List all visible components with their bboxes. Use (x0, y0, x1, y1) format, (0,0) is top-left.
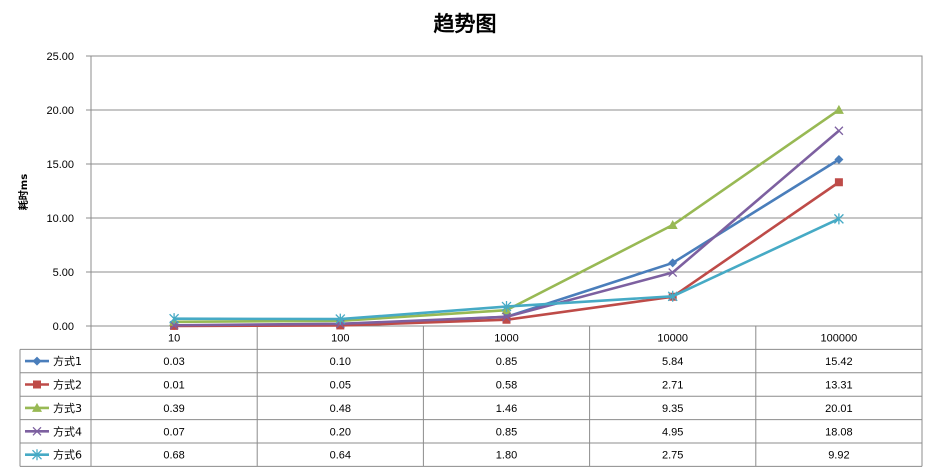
table-cell-value: 9.35 (662, 403, 683, 415)
table-cell-value: 1.80 (496, 450, 517, 462)
y-tick-labels: 0.00 5.00 10.00 15.00 20.00 25.00 (46, 51, 74, 333)
legend-marker (33, 380, 41, 389)
data-point (502, 315, 511, 324)
y-axis-label: 耗时ms (17, 174, 30, 210)
data-point (169, 320, 179, 330)
data-point (668, 268, 678, 277)
series-line (174, 158, 840, 327)
legend-label: 方式3 (53, 401, 82, 415)
table-cell-value: 4.95 (662, 426, 683, 438)
data-table: 10 100 1000 10000 100000 方式1 0.03 0.10 0.85 5.84 1… (19, 56, 923, 467)
table-cell-value: 0.10 (330, 356, 351, 368)
x-tick-label: 10 (168, 333, 180, 345)
table-cell-value: 2.71 (662, 380, 683, 392)
table-cell-value: 9.92 (828, 450, 849, 462)
table-cell-value: 1.46 (496, 403, 517, 415)
x-tick-label: 1000 (494, 333, 518, 345)
x-tick-label: 10000 (657, 333, 688, 345)
table-cell-value: 15.42 (825, 356, 853, 368)
x-tick-label: 100 (331, 333, 349, 345)
legend-label: 方式1 (53, 354, 82, 368)
y-tick-label: 25.00 (46, 51, 74, 63)
table-cell-value: 0.03 (163, 356, 184, 368)
series-line (174, 129, 840, 327)
data-point (834, 126, 844, 136)
table-cell-value: 0.39 (163, 403, 184, 415)
data-point (833, 213, 844, 225)
table-cell-value: 0.48 (330, 403, 351, 415)
table-cell-value: 0.85 (496, 356, 517, 368)
y-tick-label: 15.00 (46, 159, 74, 171)
legend-label: 方式2 (53, 378, 82, 392)
data-point (668, 258, 678, 268)
table-cell-value: 0.01 (163, 380, 184, 392)
table-cell-value: 0.85 (496, 426, 517, 438)
gridlines (86, 55, 923, 327)
legend-marker (32, 356, 42, 366)
data-point (834, 154, 844, 164)
y-tick-label: 10.00 (46, 213, 74, 225)
table-cell-value: 5.84 (662, 356, 683, 368)
table-cell-value: 0.07 (163, 426, 184, 438)
legend-marker (32, 402, 42, 412)
y-tick-label: 0.00 (53, 321, 74, 333)
data-point (502, 312, 511, 322)
table-cell-value: 2.75 (662, 450, 683, 462)
data-point (169, 313, 180, 325)
data-point (667, 290, 678, 302)
table-cell-value: 0.68 (163, 450, 184, 462)
x-tick-label: 100000 (821, 333, 858, 345)
table-cell-value: 0.64 (330, 450, 351, 462)
table-cell-value: 18.08 (825, 426, 853, 438)
table-cell-value: 13.31 (825, 380, 853, 392)
legend-marker (32, 449, 42, 461)
table-cell-value: 0.58 (496, 380, 517, 392)
series-lines (169, 104, 844, 331)
legend-marker (32, 426, 42, 436)
y-tick-label: 20.00 (46, 105, 74, 117)
table-cell-value: 0.05 (330, 380, 351, 392)
data-point (834, 178, 843, 187)
y-tick-label: 5.00 (53, 267, 74, 279)
plot-area-border (90, 55, 923, 327)
data-point (667, 220, 678, 230)
legend-label: 方式4 (53, 424, 82, 438)
data-point (501, 301, 512, 313)
data-point (336, 321, 345, 330)
data-point (833, 104, 844, 114)
table-cell-value: 0.20 (330, 426, 351, 438)
chart-title: 趋势图 (434, 12, 497, 36)
legend-label: 方式6 (53, 448, 82, 462)
table-cell-value: 20.01 (825, 403, 853, 415)
data-point (335, 313, 346, 325)
